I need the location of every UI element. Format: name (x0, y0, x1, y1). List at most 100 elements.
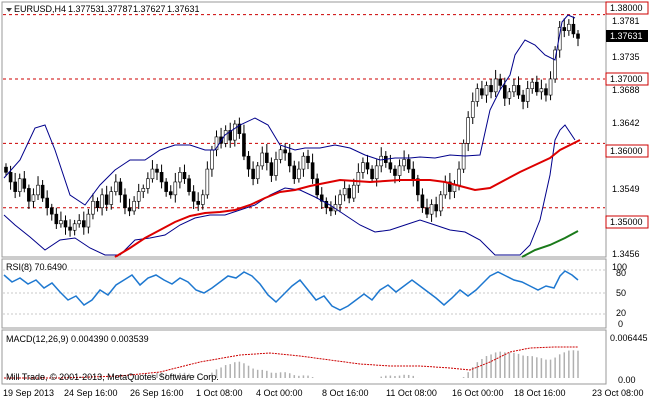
symbol-timeframe: EURUSD,H4 (14, 4, 66, 14)
candle (77, 214, 82, 228)
time-label: 16 Oct 00:00 (452, 388, 504, 398)
candle (205, 161, 210, 199)
candle (4, 163, 8, 177)
ohlc-close: 1.37631 (167, 4, 200, 14)
candle (31, 188, 36, 208)
candle (297, 161, 301, 183)
price-axis-label: 1.3688 (612, 85, 640, 95)
level-label-1.36000: 1.36000 (605, 144, 649, 158)
time-label: 23 Oct 08:00 (592, 388, 644, 398)
candle (438, 190, 443, 217)
candle (370, 165, 374, 183)
candle (548, 71, 553, 101)
candle (544, 83, 548, 102)
level-label-1.35000: 1.35000 (605, 215, 649, 229)
candle (233, 120, 237, 147)
candle (274, 151, 278, 181)
candle (324, 197, 329, 215)
candle (228, 122, 233, 148)
candle (402, 150, 406, 172)
candle (164, 178, 168, 197)
candle (301, 152, 306, 177)
candle (260, 146, 265, 170)
candle (356, 163, 361, 193)
candle (13, 172, 17, 199)
macd-title: MACD(12,26,9) 0.004390 0.003539 (6, 334, 149, 344)
macd-signal-line (4, 346, 578, 379)
candle (306, 149, 310, 170)
candle (45, 190, 49, 216)
candle (159, 164, 164, 189)
candle (114, 174, 118, 196)
candle (40, 180, 45, 202)
candle (525, 80, 530, 108)
svg-text:1.37631: 1.37631 (610, 31, 643, 41)
candle (507, 87, 512, 105)
candle (242, 124, 246, 161)
candle (72, 219, 77, 236)
candle (68, 219, 72, 237)
candle (571, 16, 576, 38)
rsi-axis-label: 80 (616, 268, 626, 278)
candle (319, 187, 324, 210)
candle (512, 78, 516, 97)
candle (448, 172, 452, 200)
candle (498, 73, 503, 90)
candle (95, 197, 100, 212)
rsi-axis-label: 100 (612, 262, 627, 272)
candle (22, 171, 27, 193)
candle (132, 196, 136, 215)
candle (237, 117, 242, 139)
candle (484, 81, 489, 103)
candle (146, 172, 150, 194)
candle (49, 203, 54, 221)
candle (397, 159, 402, 182)
time-axis: 19 Sep 2013 24 Sep 16:00 26 Sep 16:00 1 … (3, 388, 644, 398)
time-label: 24 Sep 16:00 (64, 388, 118, 398)
price-axis-label: 1.3549 (612, 184, 640, 194)
dropdown-triangle-icon (6, 8, 12, 12)
candle (191, 185, 196, 210)
candle (141, 184, 146, 199)
moving-average-green-line (521, 230, 579, 258)
candle (118, 178, 123, 203)
candle (480, 80, 484, 99)
macd-axis-label: 0.00 (618, 375, 636, 385)
chart-header: EURUSD,H4 1.37753 1.37787 1.37627 1.3763… (6, 4, 200, 14)
candle (292, 160, 297, 184)
price-plot (3, 14, 605, 237)
candle (265, 143, 269, 171)
candle (553, 46, 557, 83)
candle (27, 184, 31, 210)
candle (470, 92, 475, 125)
copyright-text: Mill Trade, © 2001-2013, MetaQuotes Soft… (6, 372, 219, 382)
moving-average-red-line (114, 139, 581, 258)
candle (429, 199, 434, 222)
candle (155, 163, 159, 181)
time-label: 1 Oct 08:00 (196, 388, 243, 398)
price-panel[interactable] (1, 1, 607, 258)
candle (530, 78, 535, 94)
candle (214, 130, 219, 157)
candle (136, 183, 141, 210)
candle (182, 164, 187, 184)
candle (315, 173, 319, 199)
rsi-axis-label: 20 (616, 308, 626, 318)
candle (347, 184, 352, 204)
candle (8, 165, 13, 190)
candle (420, 188, 425, 213)
candle (200, 189, 205, 210)
level-label-1.37000: 1.37000 (605, 72, 649, 86)
time-label: 26 Sep 16:00 (130, 388, 184, 398)
ohlc-low: 1.37627 (133, 4, 166, 14)
candle (338, 189, 342, 213)
candle (567, 19, 571, 36)
candle (251, 161, 255, 186)
level-text: 1.38000 (610, 3, 643, 13)
candle (246, 151, 251, 177)
time-label: 8 Oct 16:00 (322, 388, 369, 398)
candle (123, 188, 127, 215)
rsi-line (3, 270, 579, 311)
candle (361, 157, 365, 179)
